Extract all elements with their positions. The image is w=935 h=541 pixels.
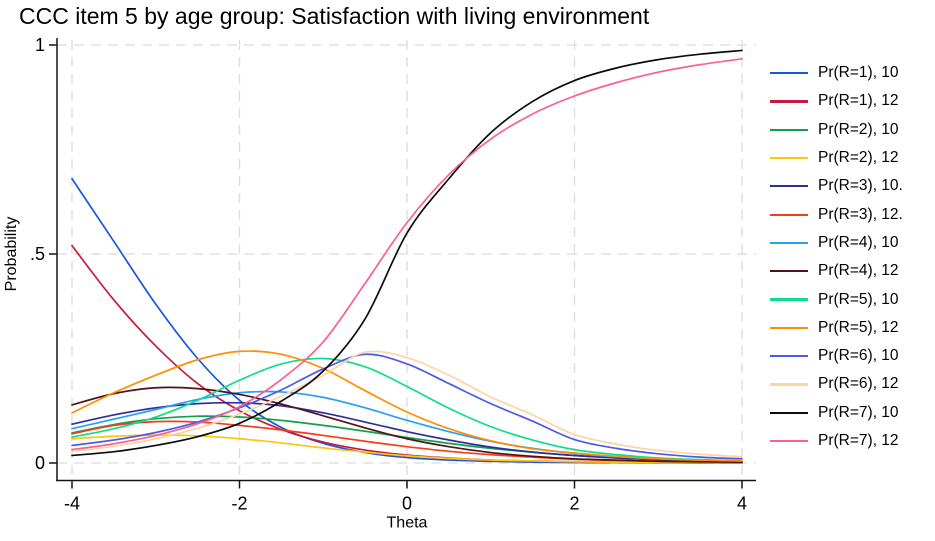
legend-label-pr-r-5-10: Pr(R=5), 10 [818, 290, 899, 308]
legend-label-pr-r-2-10: Pr(R=2), 10 [818, 120, 899, 138]
legend-swatch-pr-r-5-10 [770, 298, 808, 301]
y-tick-label: 1 [35, 35, 45, 55]
legend-label-pr-r-4-10: Pr(R=4), 10 [818, 233, 899, 251]
legend-swatch-pr-r-3-10 [770, 185, 808, 188]
legend-label-pr-r-6-10: Pr(R=6), 10 [818, 347, 899, 365]
legend-swatch-pr-r-7-12 [770, 439, 808, 443]
curve-pr-r-6-10 [71, 353, 743, 460]
legend-item-pr-r-6-12: Pr(R=6), 12 [770, 370, 903, 398]
x-tick-label: 4 [737, 494, 747, 514]
legend-item-pr-r-7-10: Pr(R=7), 10 [770, 399, 903, 427]
legend-item-pr-r-3-10: Pr(R=3), 10. [770, 172, 903, 200]
legend-label-pr-r-3-10: Pr(R=3), 10. [818, 177, 903, 195]
x-tick-label: -2 [231, 494, 247, 514]
legend-item-pr-r-2-12: Pr(R=2), 12 [770, 144, 903, 172]
y-axis-label: Probability [3, 217, 20, 292]
curve-pr-r-5-10 [71, 357, 743, 462]
legend-item-pr-r-3-12: Pr(R=3), 12. [770, 200, 903, 228]
legend-label-pr-r-7-10: Pr(R=7), 10 [818, 403, 899, 421]
legend: Pr(R=1), 10 Pr(R=1), 12 Pr(R=2), 10 Pr(R=2)… [770, 59, 903, 455]
y-tick-label: .5 [30, 244, 45, 264]
legend-swatch-pr-r-6-10 [770, 355, 808, 358]
curve-pr-r-4-12 [71, 386, 743, 464]
curve-pr-r-2-12 [71, 434, 743, 464]
x-tick-label: 0 [402, 494, 412, 514]
chart-title: CCC item 5 by age group: Satisfaction wi… [19, 3, 650, 29]
legend-item-pr-r-6-10: Pr(R=6), 10 [770, 342, 903, 370]
legend-item-pr-r-1-10: Pr(R=1), 10 [770, 59, 903, 87]
legend-label-pr-r-4-12: Pr(R=4), 12 [818, 262, 899, 280]
legend-item-pr-r-7-12: Pr(R=7), 12 [770, 427, 903, 455]
legend-item-pr-r-2-10: Pr(R=2), 10 [770, 116, 903, 144]
legend-swatch-pr-r-6-12 [770, 383, 808, 386]
x-tick-label: -4 [64, 494, 80, 514]
legend-item-pr-r-5-10: Pr(R=5), 10 [770, 285, 903, 313]
legend-swatch-pr-r-5-12 [770, 326, 808, 329]
curve-pr-r-7-12 [71, 57, 743, 451]
curve-pr-r-3-10 [71, 401, 743, 463]
legend-swatch-pr-r-1-12 [770, 100, 808, 103]
curve-pr-r-5-12 [71, 350, 743, 462]
legend-swatch-pr-r-7-10 [770, 411, 808, 414]
curve-pr-r-6-12 [71, 350, 743, 458]
legend-item-pr-r-4-12: Pr(R=4), 12 [770, 257, 903, 285]
legend-label-pr-r-3-12: Pr(R=3), 12. [818, 205, 903, 223]
legend-swatch-pr-r-3-12 [770, 213, 808, 216]
legend-item-pr-r-4-10: Pr(R=4), 10 [770, 229, 903, 257]
legend-item-pr-r-5-12: Pr(R=5), 12 [770, 314, 903, 342]
legend-label-pr-r-7-12: Pr(R=7), 12 [818, 432, 899, 449]
legend-label-pr-r-1-10: Pr(R=1), 10 [818, 64, 899, 82]
x-tick-label: 2 [569, 494, 579, 514]
legend-swatch-pr-r-2-10 [770, 128, 808, 131]
legend-swatch-pr-r-4-10 [770, 241, 808, 245]
legend-label-pr-r-2-12: Pr(R=2), 12 [818, 149, 899, 167]
legend-swatch-pr-r-4-12 [770, 270, 808, 273]
legend-swatch-pr-r-1-10 [770, 72, 808, 75]
curve-pr-r-7-10 [71, 49, 743, 457]
y-tick-label: 0 [35, 453, 45, 473]
legend-label-pr-r-6-12: Pr(R=6), 12 [818, 375, 899, 393]
legend-label-pr-r-5-12: Pr(R=5), 12 [818, 318, 899, 336]
legend-swatch-pr-r-2-12 [770, 156, 808, 160]
legend-item-pr-r-1-12: Pr(R=1), 12 [770, 87, 903, 115]
legend-label-pr-r-1-12: Pr(R=1), 12 [818, 92, 899, 110]
x-axis-label: Theta [387, 515, 428, 532]
